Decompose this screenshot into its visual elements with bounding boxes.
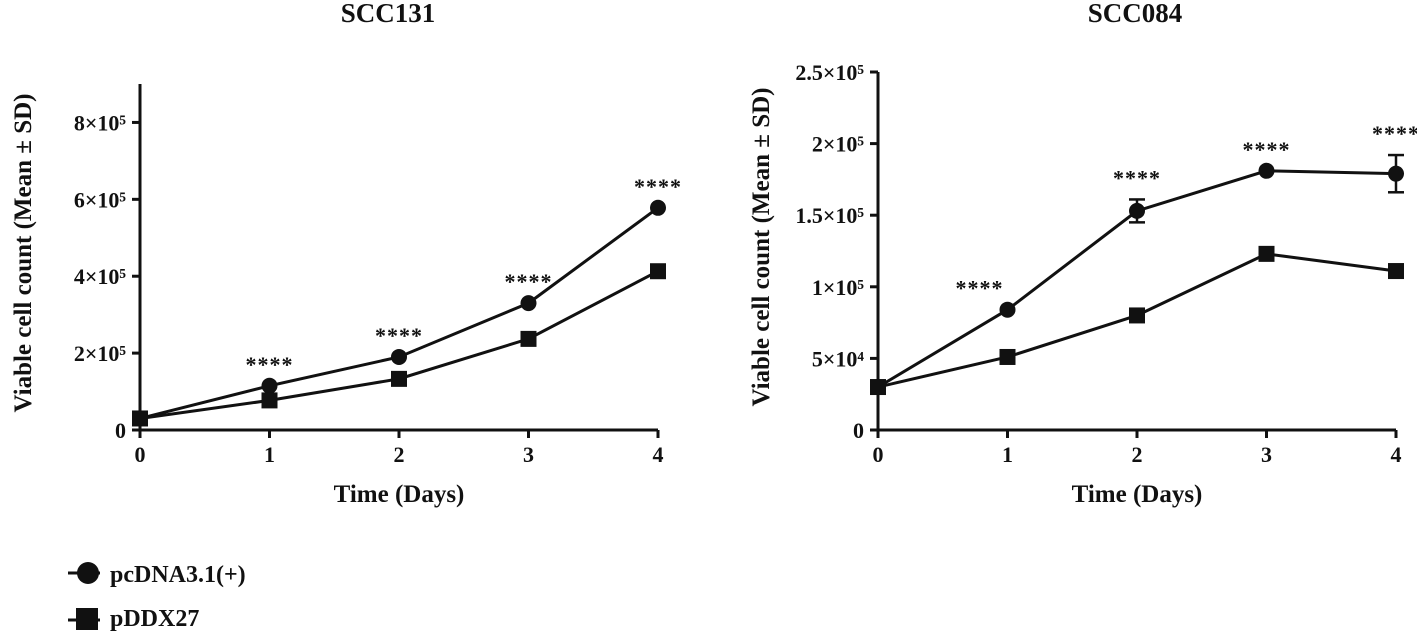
- chart-title: SCC131: [341, 0, 436, 28]
- significance-marker: ****: [375, 323, 423, 348]
- significance-marker: ****: [1243, 137, 1291, 162]
- y-tick-label: 2×10⁵: [74, 341, 127, 366]
- x-tick-label: 0: [135, 442, 146, 467]
- legend-circle-marker: [77, 562, 99, 584]
- data-point-square: [520, 330, 537, 347]
- chart-panel-scc084: SCC084 0 5×10⁴ 1×10⁵ 1.5×10⁵ 2×10⁵ 2.5×10⁵ 0 1 2 3…: [748, 0, 1417, 508]
- data-point-circle: [1388, 165, 1404, 182]
- significance-marker: ****: [505, 269, 553, 294]
- chart-title: SCC084: [1088, 0, 1183, 28]
- significance-marker: ****: [1113, 165, 1161, 190]
- data-point-circle: [1258, 162, 1275, 179]
- chart-panel-scc131: SCC131 0 2×10⁵ 4×10⁵ 6×10⁵ 8×10⁵ 0 1 2 3 4 Time (Da…: [10, 0, 682, 508]
- significance-marker: ****: [1372, 121, 1417, 146]
- data-point-circle: [650, 199, 666, 216]
- data-point-square: [391, 370, 407, 387]
- y-tick-label: 6×10⁵: [74, 187, 127, 212]
- data-point-circle: [999, 301, 1016, 318]
- legend: pcDNA3.1(+) pDDX27: [68, 562, 246, 632]
- x-axis-title: Time (Days): [1072, 481, 1203, 508]
- x-tick-label: 4: [1391, 442, 1402, 467]
- legend-item-pddx27: pDDX27: [68, 606, 199, 632]
- data-point-square: [1129, 307, 1145, 324]
- data-point-circle: [1129, 202, 1145, 219]
- x-tick-label: 2: [1132, 442, 1143, 467]
- y-tick-label: 0: [115, 418, 126, 443]
- y-tick-label: 0: [853, 418, 864, 443]
- legend-label-pddx27: pDDX27: [110, 606, 199, 632]
- data-point-square: [132, 410, 148, 427]
- significance-marker: ****: [634, 174, 682, 199]
- y-tick-label: 1.5×10⁵: [795, 203, 864, 228]
- x-tick-label: 3: [523, 442, 534, 467]
- legend-square-marker: [76, 608, 98, 630]
- x-axis-title: Time (Days): [334, 481, 465, 508]
- x-tick-label: 2: [394, 442, 405, 467]
- data-point-square: [650, 263, 666, 280]
- x-tick-label: 3: [1261, 442, 1272, 467]
- x-tick-label: 1: [1002, 442, 1013, 467]
- significance-marker: ****: [956, 276, 1004, 301]
- y-tick-label: 5×10⁴: [812, 346, 865, 371]
- data-point-circle: [261, 377, 278, 394]
- x-tick-label: 0: [873, 442, 884, 467]
- x-tick-label: 1: [264, 442, 275, 467]
- data-point-circle: [391, 348, 407, 365]
- y-axis-title: Viable cell count (Mean ± SD): [748, 87, 775, 406]
- legend-item-pcdna: pcDNA3.1(+): [68, 562, 246, 588]
- y-tick-label: 1×10⁵: [812, 275, 865, 300]
- y-axis-title: Viable cell count (Mean ± SD): [10, 93, 37, 412]
- y-tick-label: 2.5×10⁵: [795, 60, 864, 85]
- chart-panels: SCC131 0 2×10⁵ 4×10⁵ 6×10⁵ 8×10⁵ 0 1 2 3 4 Time (Da…: [10, 0, 1417, 508]
- y-tick-label: 2×10⁵: [812, 132, 865, 157]
- y-tick-label: 8×10⁵: [74, 110, 127, 135]
- data-point-square: [999, 348, 1016, 365]
- data-point-square: [1258, 245, 1275, 262]
- legend-label-pcdna: pcDNA3.1(+): [110, 562, 246, 588]
- significance-marker: ****: [246, 352, 294, 377]
- y-tick-label: 4×10⁵: [74, 264, 127, 289]
- data-point-circle: [520, 295, 537, 312]
- data-point-square: [1388, 263, 1404, 280]
- x-tick-label: 4: [653, 442, 664, 467]
- data-point-square: [870, 379, 886, 396]
- data-point-square: [261, 392, 278, 409]
